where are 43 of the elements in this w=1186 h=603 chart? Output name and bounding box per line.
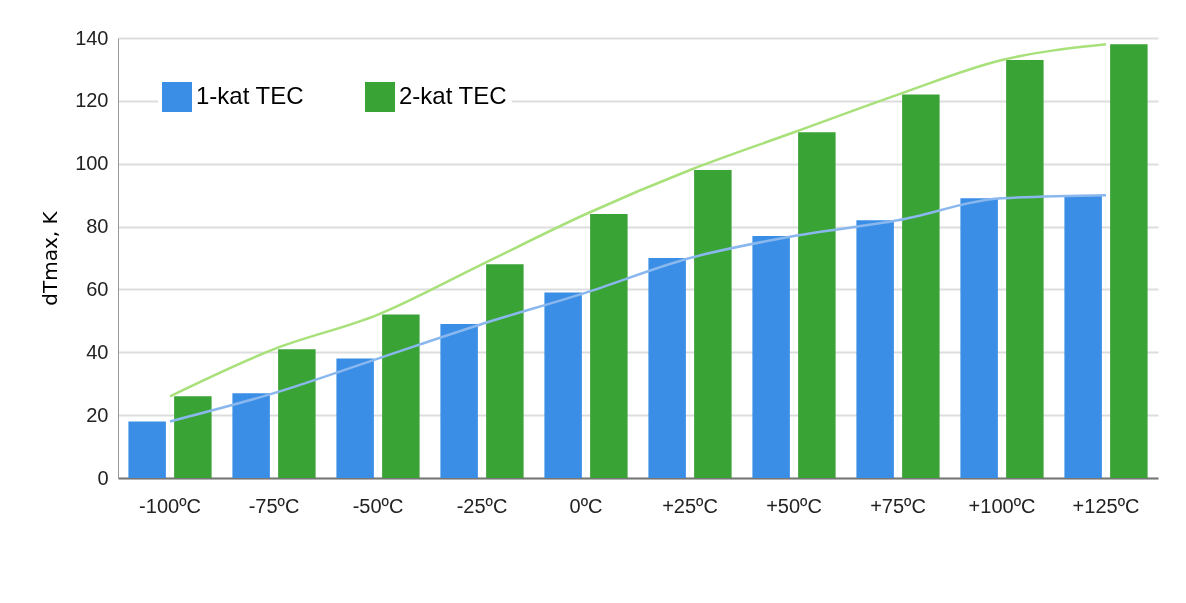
x-tick-label: -100ºC [139, 494, 201, 517]
bar [752, 236, 790, 478]
x-tick-label: -75ºC [248, 494, 300, 517]
y-tick-label: 120 [75, 89, 109, 112]
y-tick-label: 60 [86, 277, 109, 300]
bar [128, 421, 166, 478]
x-tick-label: -50ºC [352, 494, 404, 517]
y-tick-label: 20 [86, 403, 109, 426]
bar [1006, 60, 1044, 478]
bar [1110, 44, 1148, 478]
x-tick-label: +50ºC [766, 494, 822, 517]
line-series [168, 193, 1108, 423]
bar [382, 314, 420, 478]
bar [544, 292, 582, 478]
bar [440, 324, 478, 478]
y-tick-label: 140 [75, 26, 109, 49]
bar [278, 349, 316, 478]
bar [174, 396, 212, 478]
x-tick-label: +25ºC [662, 494, 718, 517]
bar [336, 358, 374, 478]
bar [232, 393, 270, 478]
bar [486, 264, 524, 478]
bar [902, 94, 940, 478]
bar [648, 258, 686, 478]
legend-label: 1-kat TEC [196, 82, 304, 109]
x-tick-label: 0ºC [569, 494, 603, 517]
bar [694, 170, 732, 478]
y-tick-label: 100 [75, 152, 109, 175]
y-tick-label: 0 [97, 466, 109, 489]
bar [590, 214, 628, 478]
bar [1064, 195, 1102, 478]
legend-label: 2-kat TEC [399, 82, 507, 109]
x-tick-label: +125ºC [1072, 494, 1140, 517]
bar [856, 220, 894, 478]
x-tick-label: +75ºC [870, 494, 926, 517]
y-tick-label: 80 [86, 215, 109, 238]
bar [960, 198, 998, 478]
y-axis-title: dTmax, K [38, 210, 63, 306]
x-tick-label: +100ºC [968, 494, 1036, 517]
x-tick-label: -25ºC [456, 494, 508, 517]
bar [798, 132, 836, 478]
line-series [168, 43, 1108, 398]
y-tick-label: 40 [86, 340, 109, 363]
